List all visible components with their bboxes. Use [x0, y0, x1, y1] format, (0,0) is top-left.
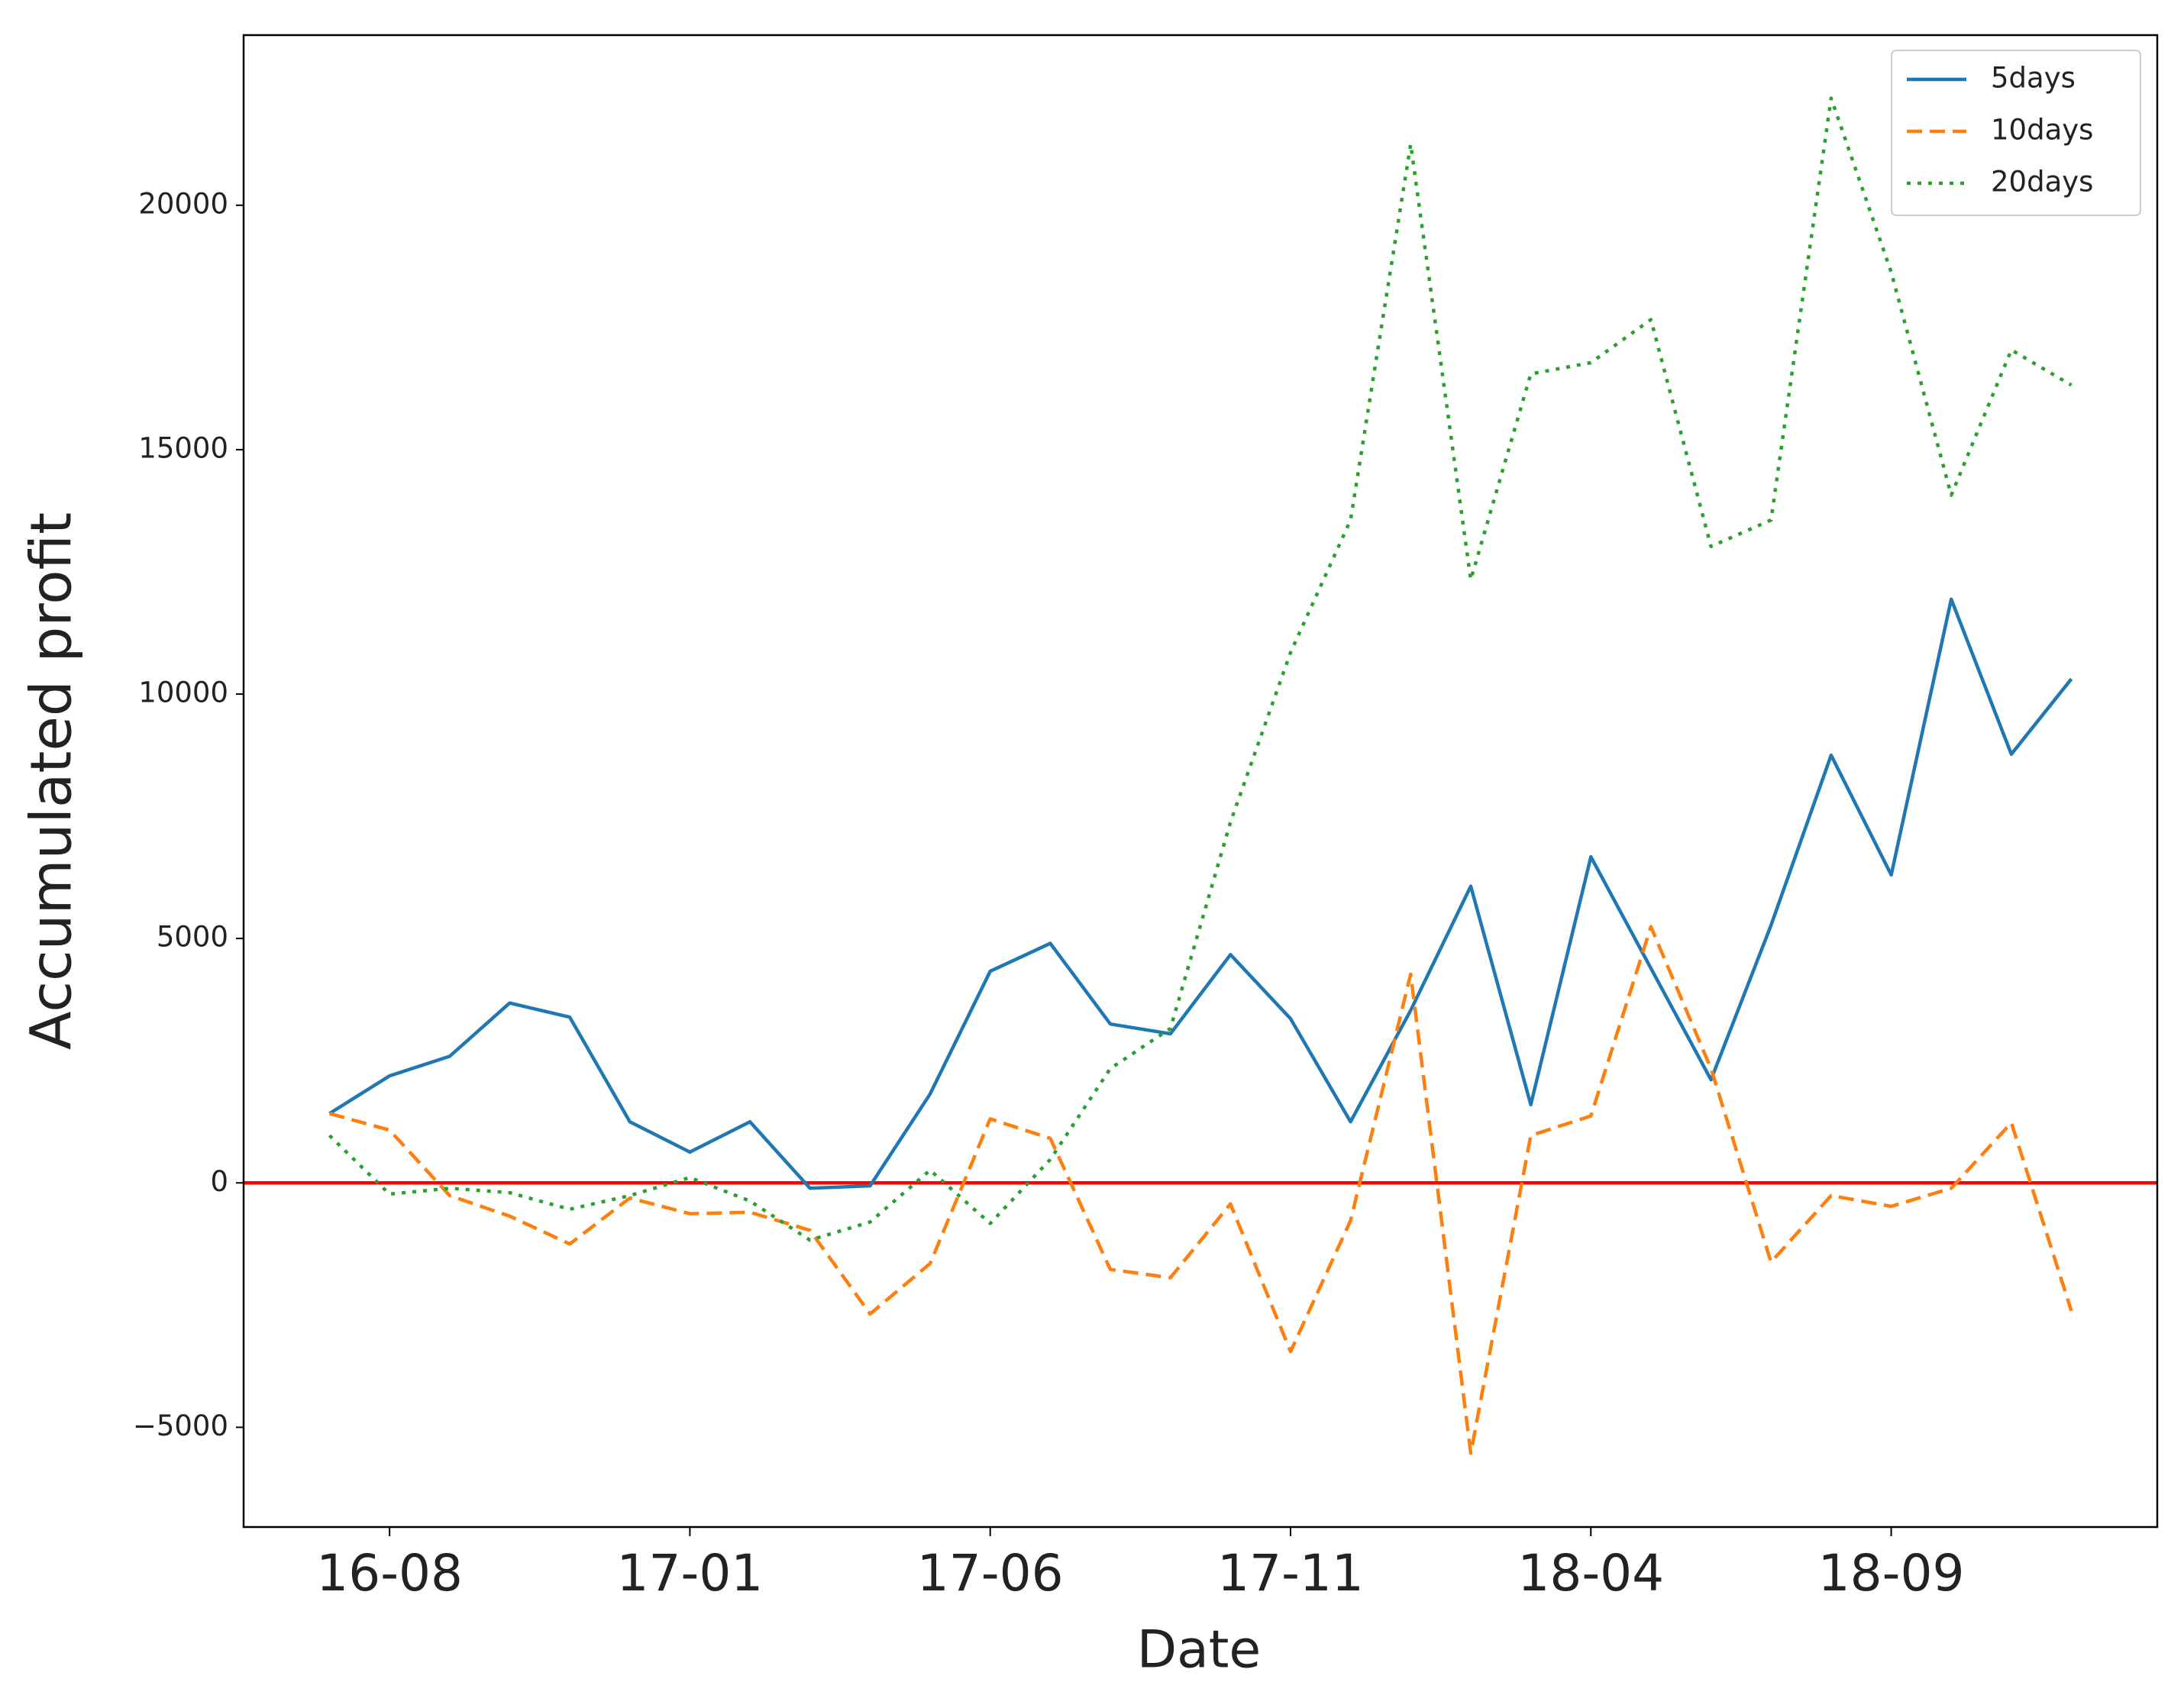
y-axis-label: Accumulated profit	[19, 512, 85, 1050]
legend-label: 5days	[1991, 62, 2076, 95]
x-tick-label: 18-04	[1517, 1544, 1664, 1603]
y-tick-label: 15000	[138, 431, 228, 464]
x-tick-label: 16-08	[316, 1544, 463, 1603]
y-tick-label: 5000	[157, 921, 228, 954]
y-tick-label: 20000	[138, 187, 228, 220]
legend-label: 10days	[1991, 114, 2093, 147]
x-axis-label: Date	[1137, 1620, 1262, 1680]
x-tick-label: 17-06	[917, 1544, 1064, 1603]
x-tick-label: 18-09	[1818, 1544, 1965, 1603]
series-line	[328, 925, 2073, 1455]
legend-box	[1891, 50, 2141, 216]
series-line	[328, 597, 2073, 1190]
x-tick-label: 17-11	[1217, 1544, 1364, 1603]
plot-frame	[242, 34, 2159, 1529]
x-tick-label: 17-01	[617, 1544, 764, 1603]
series-line	[328, 96, 2073, 1242]
legend: 5days 10days 20days	[1891, 50, 2141, 216]
y-tick-label: 0	[210, 1165, 228, 1198]
y-tick-label: 10000	[138, 676, 228, 709]
y-tick-label: −5000	[133, 1409, 228, 1442]
legend-label: 20days	[1991, 166, 2093, 199]
